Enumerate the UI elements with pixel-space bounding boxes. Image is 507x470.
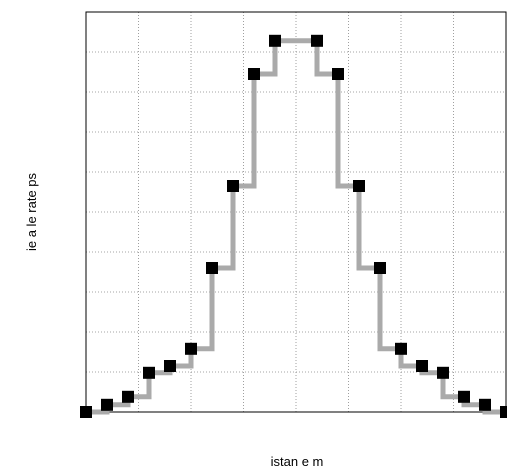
marker (164, 360, 176, 372)
y-axis-label: ie a le rate ps (24, 172, 39, 251)
plot-frame (85, 11, 507, 413)
marker (500, 406, 507, 418)
marker (332, 68, 344, 80)
marker (206, 262, 218, 274)
marker (227, 180, 239, 192)
marker (437, 366, 449, 379)
marker (269, 34, 281, 47)
x-axis-label: istan e m (271, 454, 324, 469)
marker (374, 262, 386, 274)
marker (458, 390, 470, 403)
marker (185, 342, 197, 355)
marker (479, 398, 491, 411)
marker (248, 68, 260, 80)
marker (143, 366, 155, 379)
marker (122, 390, 134, 403)
marker (80, 406, 92, 418)
marker (311, 34, 323, 47)
marker (416, 360, 428, 372)
marker (395, 342, 407, 355)
marker (353, 180, 365, 192)
marker (101, 398, 113, 411)
